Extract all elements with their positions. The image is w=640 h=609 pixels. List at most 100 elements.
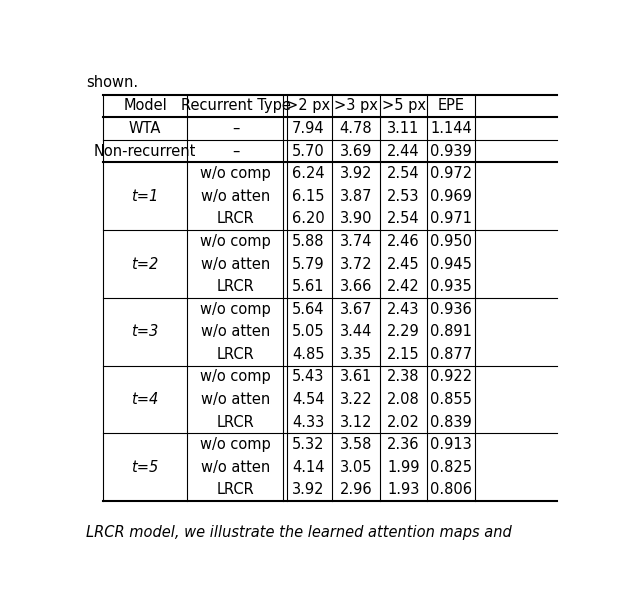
Text: 5.05: 5.05 (292, 325, 324, 339)
Text: LRCR: LRCR (217, 279, 255, 294)
Text: 5.64: 5.64 (292, 301, 324, 317)
Text: 1.93: 1.93 (387, 482, 420, 498)
Text: t=1: t=1 (132, 189, 159, 204)
Text: shown.: shown. (86, 75, 138, 90)
Text: 3.69: 3.69 (340, 144, 372, 158)
Text: 2.43: 2.43 (387, 301, 420, 317)
Text: w/o atten: w/o atten (201, 325, 271, 339)
Text: 5.61: 5.61 (292, 279, 324, 294)
Text: 3.44: 3.44 (340, 325, 372, 339)
Text: 0.945: 0.945 (430, 256, 472, 272)
Text: w/o comp: w/o comp (200, 370, 271, 384)
Text: >3 px: >3 px (334, 99, 378, 113)
Text: t=2: t=2 (132, 256, 159, 272)
Text: 2.38: 2.38 (387, 370, 420, 384)
Text: 2.46: 2.46 (387, 234, 420, 249)
Text: 4.54: 4.54 (292, 392, 324, 407)
Text: w/o atten: w/o atten (201, 460, 271, 475)
Text: 2.02: 2.02 (387, 415, 420, 429)
Text: 3.11: 3.11 (387, 121, 420, 136)
Text: w/o comp: w/o comp (200, 301, 271, 317)
Text: 6.24: 6.24 (292, 166, 324, 181)
Text: 3.22: 3.22 (340, 392, 372, 407)
Text: 3.92: 3.92 (292, 482, 324, 498)
Text: 6.15: 6.15 (292, 189, 324, 204)
Text: LRCR: LRCR (217, 415, 255, 429)
Text: Recurrent Type: Recurrent Type (181, 99, 291, 113)
Text: 2.15: 2.15 (387, 347, 420, 362)
Text: 0.950: 0.950 (430, 234, 472, 249)
Text: >2 px: >2 px (286, 99, 330, 113)
Text: w/o atten: w/o atten (201, 392, 271, 407)
Text: 4.14: 4.14 (292, 460, 324, 475)
Text: 0.825: 0.825 (430, 460, 472, 475)
Text: 0.972: 0.972 (430, 166, 472, 181)
Text: w/o comp: w/o comp (200, 166, 271, 181)
Text: 2.29: 2.29 (387, 325, 420, 339)
Text: 0.922: 0.922 (430, 370, 472, 384)
Text: 0.839: 0.839 (430, 415, 472, 429)
Text: WTA: WTA (129, 121, 161, 136)
Text: 0.936: 0.936 (430, 301, 472, 317)
Text: 0.806: 0.806 (430, 482, 472, 498)
Text: 1.144: 1.144 (430, 121, 472, 136)
Text: t=4: t=4 (132, 392, 159, 407)
Text: 2.42: 2.42 (387, 279, 420, 294)
Text: 3.58: 3.58 (340, 437, 372, 452)
Text: 3.66: 3.66 (340, 279, 372, 294)
Text: >5 px: >5 px (381, 99, 426, 113)
Text: 2.54: 2.54 (387, 211, 420, 227)
Text: 3.05: 3.05 (340, 460, 372, 475)
Text: 2.45: 2.45 (387, 256, 420, 272)
Text: 3.67: 3.67 (340, 301, 372, 317)
Text: w/o atten: w/o atten (201, 189, 271, 204)
Text: LRCR: LRCR (217, 347, 255, 362)
Text: 4.85: 4.85 (292, 347, 324, 362)
Text: 4.78: 4.78 (340, 121, 372, 136)
Text: 3.12: 3.12 (340, 415, 372, 429)
Text: 3.35: 3.35 (340, 347, 372, 362)
Text: w/o comp: w/o comp (200, 437, 271, 452)
Text: 5.43: 5.43 (292, 370, 324, 384)
Text: 0.971: 0.971 (430, 211, 472, 227)
Text: 5.79: 5.79 (292, 256, 324, 272)
Text: Non-recurrent: Non-recurrent (94, 144, 196, 158)
Text: EPE: EPE (438, 99, 465, 113)
Text: 5.32: 5.32 (292, 437, 324, 452)
Text: 3.87: 3.87 (340, 189, 372, 204)
Text: w/o comp: w/o comp (200, 234, 271, 249)
Text: 0.913: 0.913 (430, 437, 472, 452)
Text: w/o atten: w/o atten (201, 256, 271, 272)
Text: 2.44: 2.44 (387, 144, 420, 158)
Text: LRCR: LRCR (217, 211, 255, 227)
Text: 2.54: 2.54 (387, 166, 420, 181)
Text: LRCR: LRCR (217, 482, 255, 498)
Text: 3.92: 3.92 (340, 166, 372, 181)
Text: 2.08: 2.08 (387, 392, 420, 407)
Text: 2.96: 2.96 (340, 482, 372, 498)
Text: 3.61: 3.61 (340, 370, 372, 384)
Text: 4.33: 4.33 (292, 415, 324, 429)
Text: 2.53: 2.53 (387, 189, 420, 204)
Text: 3.72: 3.72 (340, 256, 372, 272)
Text: 0.877: 0.877 (430, 347, 472, 362)
Text: 7.94: 7.94 (292, 121, 324, 136)
Text: 0.855: 0.855 (430, 392, 472, 407)
Text: 3.90: 3.90 (340, 211, 372, 227)
Text: t=3: t=3 (132, 325, 159, 339)
Text: 5.88: 5.88 (292, 234, 324, 249)
Text: 0.939: 0.939 (430, 144, 472, 158)
Text: Model: Model (124, 99, 167, 113)
Text: t=5: t=5 (132, 460, 159, 475)
Text: 0.935: 0.935 (430, 279, 472, 294)
Text: –: – (232, 144, 239, 158)
Text: 0.891: 0.891 (430, 325, 472, 339)
Text: 2.36: 2.36 (387, 437, 420, 452)
Text: 3.74: 3.74 (340, 234, 372, 249)
Text: 5.70: 5.70 (292, 144, 324, 158)
Text: 0.969: 0.969 (430, 189, 472, 204)
Text: –: – (232, 121, 239, 136)
Text: 6.20: 6.20 (292, 211, 324, 227)
Text: LRCR model, we illustrate the learned attention maps and: LRCR model, we illustrate the learned at… (86, 524, 512, 540)
Text: 1.99: 1.99 (387, 460, 420, 475)
